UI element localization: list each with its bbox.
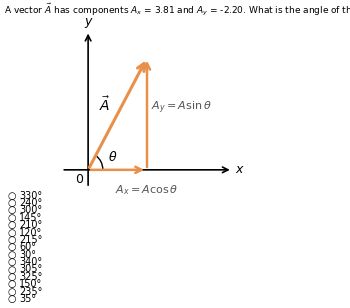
Text: 340°: 340° xyxy=(19,257,42,267)
Text: ○: ○ xyxy=(7,235,15,245)
Text: 240°: 240° xyxy=(19,198,42,208)
Text: ○: ○ xyxy=(7,287,15,297)
Text: 150°: 150° xyxy=(19,279,42,289)
Text: x: x xyxy=(235,163,243,176)
Text: ○: ○ xyxy=(7,242,15,252)
Text: y: y xyxy=(84,15,92,28)
Text: ○: ○ xyxy=(7,265,15,274)
Text: 210°: 210° xyxy=(19,220,42,230)
Text: ○: ○ xyxy=(7,272,15,282)
Text: 325°: 325° xyxy=(19,272,43,282)
Text: 60°: 60° xyxy=(19,242,36,252)
Text: 145°: 145° xyxy=(19,213,42,223)
Text: $A_y = A \sin \theta$: $A_y = A \sin \theta$ xyxy=(151,100,212,116)
Text: 330°: 330° xyxy=(19,191,42,201)
Text: ○: ○ xyxy=(7,220,15,230)
Text: 215°: 215° xyxy=(19,235,43,245)
Text: $\theta$: $\theta$ xyxy=(108,150,118,164)
Text: ○: ○ xyxy=(7,213,15,223)
Text: 30°: 30° xyxy=(19,250,36,260)
Text: ○: ○ xyxy=(7,257,15,267)
Text: ○: ○ xyxy=(7,228,15,237)
Text: ○: ○ xyxy=(7,198,15,208)
Text: 0: 0 xyxy=(75,173,83,186)
Text: 300°: 300° xyxy=(19,205,42,215)
Text: 35°: 35° xyxy=(19,294,36,304)
Text: $\vec{A}$: $\vec{A}$ xyxy=(99,95,111,114)
Text: ○: ○ xyxy=(7,205,15,215)
Text: 235°: 235° xyxy=(19,287,43,297)
Text: ○: ○ xyxy=(7,191,15,201)
Text: ○: ○ xyxy=(7,279,15,289)
Text: 305°: 305° xyxy=(19,265,42,274)
Text: $A_x = A \cos \theta$: $A_x = A \cos \theta$ xyxy=(114,183,178,197)
Text: ○: ○ xyxy=(7,294,15,304)
Text: A vector $\vec{A}$ has components $A_x$ = 3.81 and $A_y$ = -2.20. What is the an: A vector $\vec{A}$ has components $A_x$ … xyxy=(4,2,350,18)
Text: ○: ○ xyxy=(7,250,15,260)
Text: 120°: 120° xyxy=(19,228,42,237)
